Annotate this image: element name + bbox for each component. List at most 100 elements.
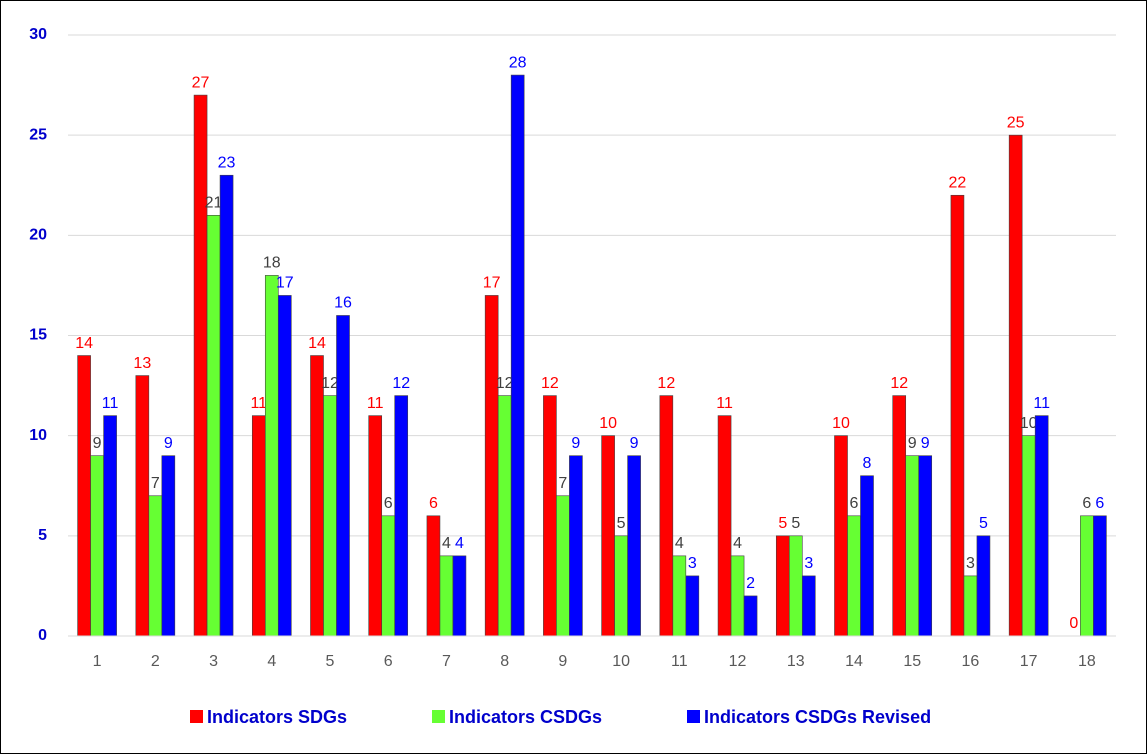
x-tick-label: 15 [903, 653, 921, 670]
value-label: 27 [192, 74, 210, 91]
value-label: 6 [850, 495, 859, 512]
value-label: 7 [151, 475, 160, 492]
bar [627, 455, 641, 637]
value-label: 6 [429, 495, 438, 512]
value-label: 9 [93, 435, 102, 452]
value-label: 12 [657, 375, 675, 392]
y-tick-label: 15 [29, 327, 47, 344]
bar [497, 395, 512, 637]
bar [614, 535, 628, 637]
bar [963, 575, 978, 637]
bar [717, 415, 732, 637]
value-label: 3 [966, 555, 975, 572]
x-tick-label: 13 [787, 653, 805, 670]
value-label: 17 [276, 275, 294, 292]
bar [1080, 515, 1094, 637]
x-tick-label: 4 [267, 653, 276, 670]
bar [1008, 134, 1023, 637]
x-tick-label: 1 [93, 653, 102, 670]
value-label: 5 [979, 515, 988, 532]
bar [543, 395, 557, 637]
value-label: 7 [558, 475, 567, 492]
bar [601, 435, 615, 637]
bar [775, 535, 790, 637]
bar [135, 375, 150, 637]
value-label: 10 [832, 415, 850, 432]
bar [103, 415, 117, 637]
bar [426, 515, 441, 637]
bar [219, 174, 234, 637]
value-label: 11 [716, 395, 733, 412]
x-tick-label: 3 [209, 653, 218, 670]
value-label: 4 [675, 535, 684, 552]
value-label: 8 [863, 455, 872, 472]
bar [730, 555, 745, 637]
y-tick-label: 30 [29, 26, 47, 43]
bar [1021, 435, 1036, 637]
value-label: 6 [1095, 495, 1104, 512]
bar [834, 435, 848, 637]
value-label: 21 [205, 195, 223, 212]
value-label: 9 [921, 435, 930, 452]
value-label: 3 [804, 555, 813, 572]
value-label: 18 [263, 255, 281, 272]
bar [1034, 415, 1049, 637]
value-label: 11 [250, 395, 267, 412]
value-label: 6 [384, 495, 393, 512]
bar [336, 315, 350, 637]
x-tick-label: 16 [962, 653, 980, 670]
value-label: 23 [218, 154, 236, 171]
value-label: 10 [599, 415, 617, 432]
x-tick-label: 5 [326, 653, 335, 670]
x-tick-label: 17 [1020, 653, 1038, 670]
value-label: 14 [75, 335, 93, 352]
bar [77, 355, 91, 637]
x-tick-label: 12 [729, 653, 747, 670]
legend-swatch [432, 710, 445, 723]
value-label: 11 [1033, 395, 1050, 412]
bar [801, 575, 816, 637]
value-label: 5 [791, 515, 800, 532]
value-label: 3 [688, 555, 697, 572]
y-tick-label: 0 [38, 627, 47, 644]
bar [323, 395, 337, 637]
value-label: 25 [1007, 114, 1025, 131]
bar [264, 275, 279, 637]
value-label: 5 [778, 515, 787, 532]
bar [860, 475, 874, 637]
x-tick-label: 11 [671, 653, 688, 670]
x-tick-label: 14 [845, 653, 863, 670]
bar [672, 555, 687, 637]
value-label: 9 [908, 435, 917, 452]
value-label: 12 [321, 375, 339, 392]
value-label: 13 [133, 355, 151, 372]
bar [394, 395, 409, 637]
bar [206, 215, 221, 637]
value-label: 16 [334, 295, 352, 312]
x-tick-label: 10 [612, 653, 630, 670]
x-tick-label: 9 [558, 653, 567, 670]
legend-label: Indicators SDGs [207, 707, 347, 727]
value-label: 9 [164, 435, 173, 452]
bar [161, 455, 176, 637]
bar [251, 415, 266, 637]
bar [484, 295, 499, 637]
x-tick-label: 6 [384, 653, 393, 670]
bar [1093, 515, 1107, 637]
value-label: 9 [630, 435, 639, 452]
x-tick-label: 7 [442, 653, 451, 670]
bar [556, 495, 570, 637]
bar [90, 455, 104, 637]
bar [950, 194, 965, 637]
bar [277, 295, 292, 637]
bar [905, 455, 920, 637]
y-tick-label: 10 [29, 427, 47, 444]
y-tick-label: 20 [29, 227, 47, 244]
x-tick-label: 2 [151, 653, 160, 670]
bar [788, 535, 803, 637]
value-label: 12 [890, 375, 908, 392]
value-label: 12 [496, 375, 514, 392]
legend-label: Indicators CSDGs Revised [704, 707, 931, 727]
x-tick-label: 8 [500, 653, 509, 670]
